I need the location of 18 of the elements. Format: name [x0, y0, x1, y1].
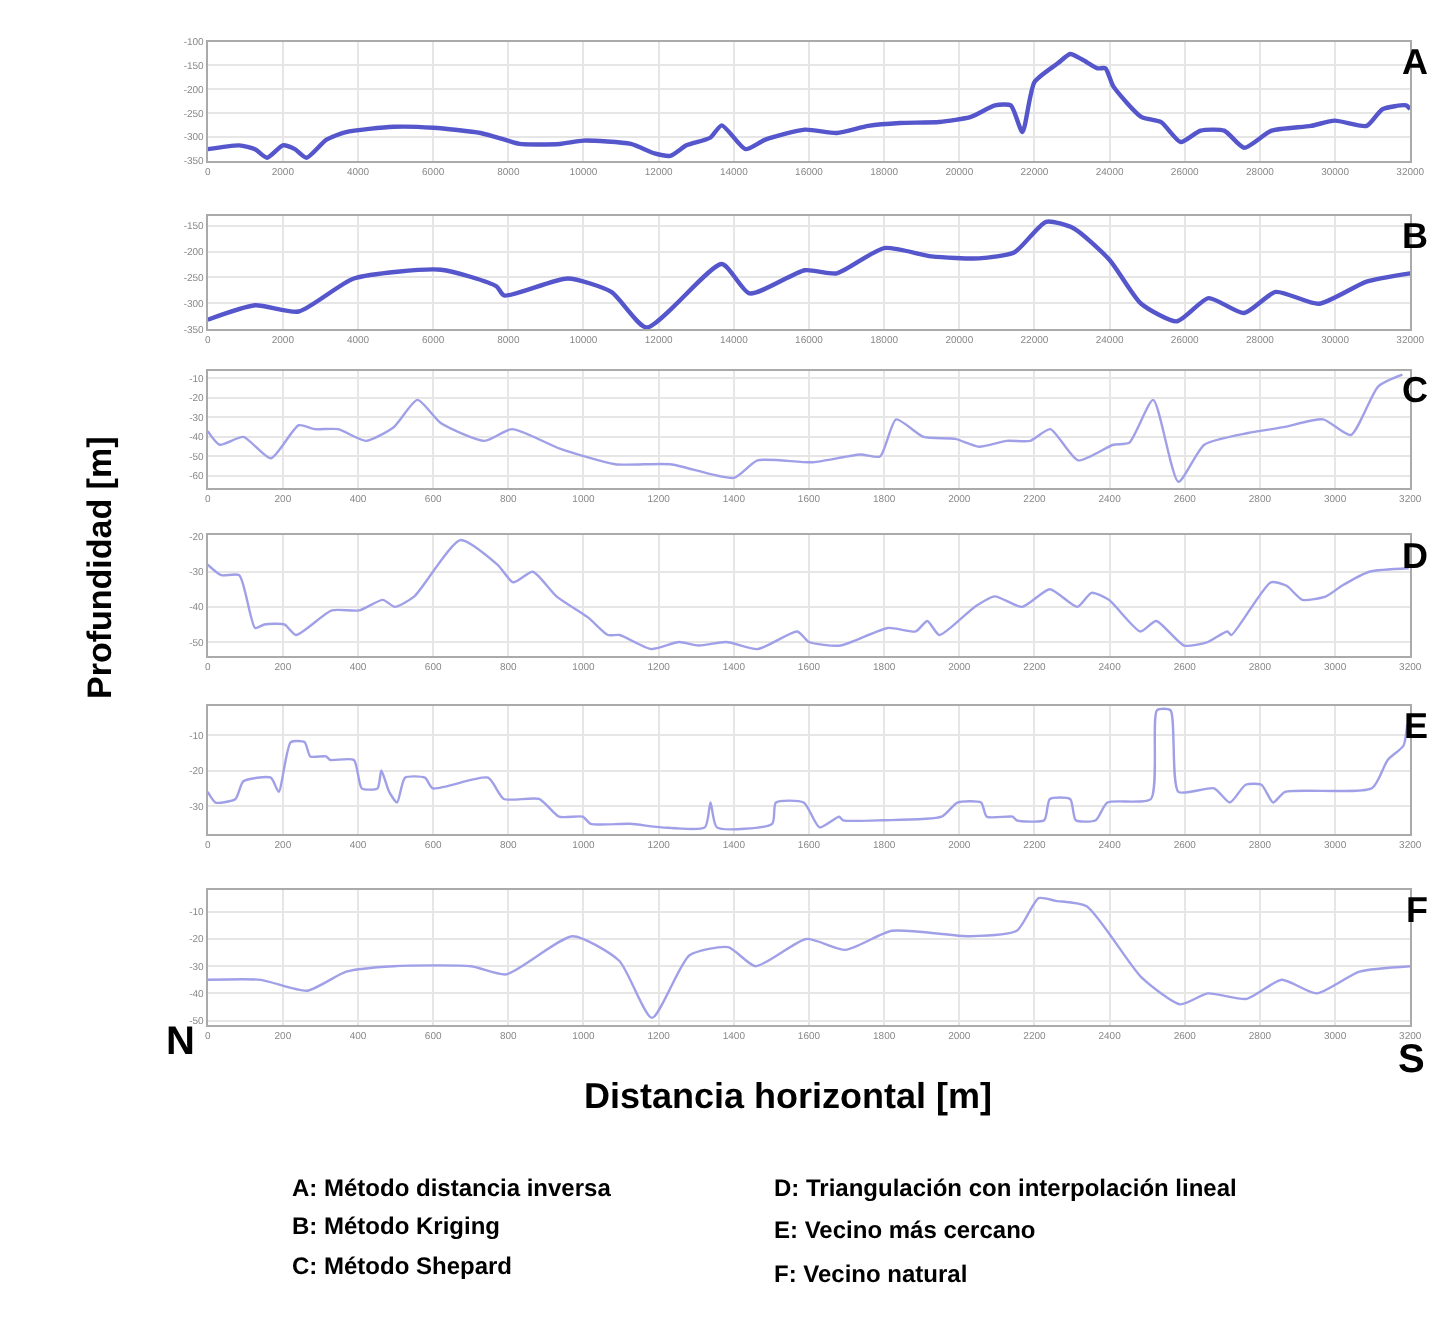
text: D: Triangulación con interpolación lineal — [774, 1174, 1237, 1202]
text: C: Método Shepard — [292, 1252, 512, 1280]
text: B: Método Kriging — [292, 1212, 500, 1240]
chart-title: D — [1402, 536, 1428, 576]
y-axis-title: Profundidad [m] — [81, 436, 120, 700]
chart-title: A — [1402, 42, 1428, 82]
x-axis-title: Distancia horizontal [m] — [584, 1076, 993, 1116]
chart-title: E — [1404, 706, 1429, 746]
text: E: Vecino más cercano — [774, 1216, 1036, 1244]
text: A: Método distancia inversa — [292, 1174, 612, 1202]
line-series — [207, 896, 1411, 1020]
line-series — [207, 707, 1409, 831]
text: S — [1398, 1038, 1425, 1082]
chart-title: B — [1402, 216, 1428, 256]
line-series — [207, 373, 1404, 483]
text: F: Vecino natural — [774, 1260, 968, 1288]
chart-title: C — [1402, 370, 1428, 410]
chart-title: F — [1406, 890, 1428, 930]
